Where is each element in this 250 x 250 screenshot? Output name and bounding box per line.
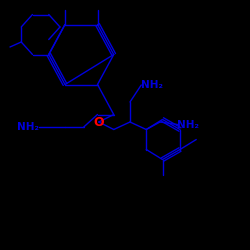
- Text: NH₂: NH₂: [17, 122, 39, 132]
- Text: NH₂: NH₂: [178, 120, 200, 130]
- Text: O: O: [94, 116, 104, 128]
- Text: NH₂: NH₂: [141, 80, 163, 90]
